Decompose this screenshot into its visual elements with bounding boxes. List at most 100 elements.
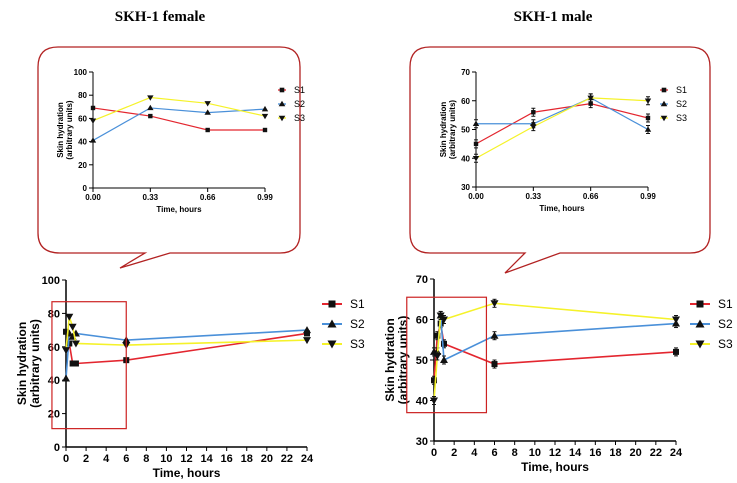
- x-tick-label: 0.66: [583, 192, 599, 201]
- legend-marker-S3: [695, 340, 705, 349]
- series-line-S2: [65, 329, 308, 379]
- y-axis-label: Skin hydration(arbitrary units): [56, 100, 74, 159]
- x-tick-label: 6: [123, 453, 129, 465]
- legend-label-S2: S2: [718, 317, 733, 331]
- data-point-S3: [433, 352, 442, 360]
- legend-marker-S2: [327, 319, 337, 328]
- data-point-S3: [472, 156, 480, 162]
- data-point-S2: [644, 126, 652, 132]
- x-tick-label: 16: [589, 447, 601, 459]
- series-line-S2: [92, 107, 266, 141]
- data-point-S1: [588, 101, 593, 106]
- legend-marker-S3: [278, 115, 286, 122]
- legend-label-S1: S1: [718, 297, 733, 311]
- legend-marker-S1: [279, 87, 285, 93]
- legend-label-S1: S1: [350, 297, 365, 311]
- x-tick-label: 12: [180, 453, 192, 465]
- legend-label-S1: S1: [676, 85, 687, 95]
- legend-marker-S1: [661, 87, 667, 93]
- data-point-S3: [439, 316, 448, 324]
- y-tick-label: 60: [78, 114, 87, 123]
- data-point-S2: [89, 137, 97, 143]
- data-point-S2: [261, 105, 269, 112]
- legend-label-S3: S3: [718, 337, 733, 351]
- data-point-S3: [204, 101, 211, 107]
- legend-marker-S2: [278, 100, 286, 107]
- y-tick-label: 50: [416, 355, 428, 367]
- legend-marker-S1: [328, 300, 336, 308]
- x-tick-label: 24: [670, 447, 683, 459]
- data-point-S3: [62, 347, 70, 355]
- legend-label-S3: S3: [676, 113, 687, 123]
- legend-label-S3: S3: [350, 337, 365, 351]
- y-tick-label: 60: [416, 315, 428, 327]
- data-point-S3: [587, 95, 594, 102]
- legend-label-S2: S2: [676, 99, 687, 109]
- zoom-box-female: [51, 301, 127, 430]
- data-point-S1: [262, 127, 268, 133]
- series-line-S2: [434, 315, 677, 362]
- data-point-S1: [431, 377, 437, 384]
- y-tick-label: 40: [461, 154, 470, 163]
- y-tick-label: 60: [461, 97, 470, 106]
- legend-label-S2: S2: [350, 317, 365, 331]
- callout-male: [409, 46, 711, 274]
- y-tick-label: 80: [48, 308, 60, 320]
- x-tick-label: 0.99: [640, 192, 656, 201]
- x-tick-label: 14: [200, 453, 213, 465]
- data-point-S3: [436, 312, 445, 320]
- x-tick-label: 18: [609, 447, 621, 459]
- data-point-S1: [63, 328, 69, 335]
- data-point-S2: [472, 120, 480, 126]
- series-line-S3: [433, 302, 677, 401]
- x-axis-label: Time, hours: [521, 460, 589, 474]
- x-tick-label: 4: [103, 453, 110, 465]
- data-point-S3: [644, 98, 652, 104]
- x-tick-label: 22: [650, 447, 662, 459]
- data-point-S3: [490, 300, 499, 308]
- y-tick-label: 40: [78, 138, 87, 147]
- data-point-S1: [440, 340, 447, 347]
- data-point-S1: [531, 110, 536, 115]
- x-tick-label: 2: [451, 447, 457, 459]
- x-tick-label: 0.33: [526, 192, 542, 201]
- x-tick-label: 10: [529, 447, 541, 459]
- x-tick-label: 0.99: [257, 193, 273, 202]
- series-line-S3: [92, 96, 266, 122]
- title-female: SKH-1 female: [115, 9, 206, 25]
- y-tick-label: 20: [78, 161, 87, 170]
- y-tick-label: 60: [48, 342, 60, 354]
- data-point-S3: [303, 337, 311, 345]
- legend-marker-S2: [695, 319, 705, 328]
- y-tick-label: 80: [78, 91, 87, 100]
- data-point-S2: [62, 374, 70, 382]
- data-point-S1: [69, 360, 76, 367]
- legend-label-S3: S3: [294, 113, 305, 123]
- data-point-S3: [68, 323, 77, 331]
- x-tick-label: 10: [160, 453, 172, 465]
- series-line-S3: [65, 316, 308, 351]
- data-point-S1: [673, 348, 679, 355]
- data-point-S3: [261, 113, 269, 120]
- x-tick-label: 0: [63, 453, 69, 465]
- x-tick-label: 16: [221, 453, 233, 465]
- zoom-box-male: [406, 296, 488, 414]
- series-line-S2: [476, 97, 649, 131]
- x-tick-label: 2: [83, 453, 89, 465]
- x-tick-label: 0.00: [85, 193, 101, 202]
- x-tick-label: 20: [630, 447, 642, 459]
- x-tick-label: 0: [431, 447, 437, 459]
- legend-marker-S2: [660, 100, 668, 107]
- x-tick-label: 20: [261, 453, 273, 465]
- title-male: SKH-1 male: [514, 9, 593, 25]
- y-tick-label: 100: [74, 68, 88, 77]
- x-tick-label: 6: [491, 447, 497, 459]
- y-tick-label: 0: [54, 442, 60, 454]
- data-point-S3: [147, 95, 154, 101]
- data-point-S3: [71, 340, 80, 348]
- x-tick-label: 0.66: [200, 193, 216, 202]
- y-tick-label: 50: [461, 126, 470, 135]
